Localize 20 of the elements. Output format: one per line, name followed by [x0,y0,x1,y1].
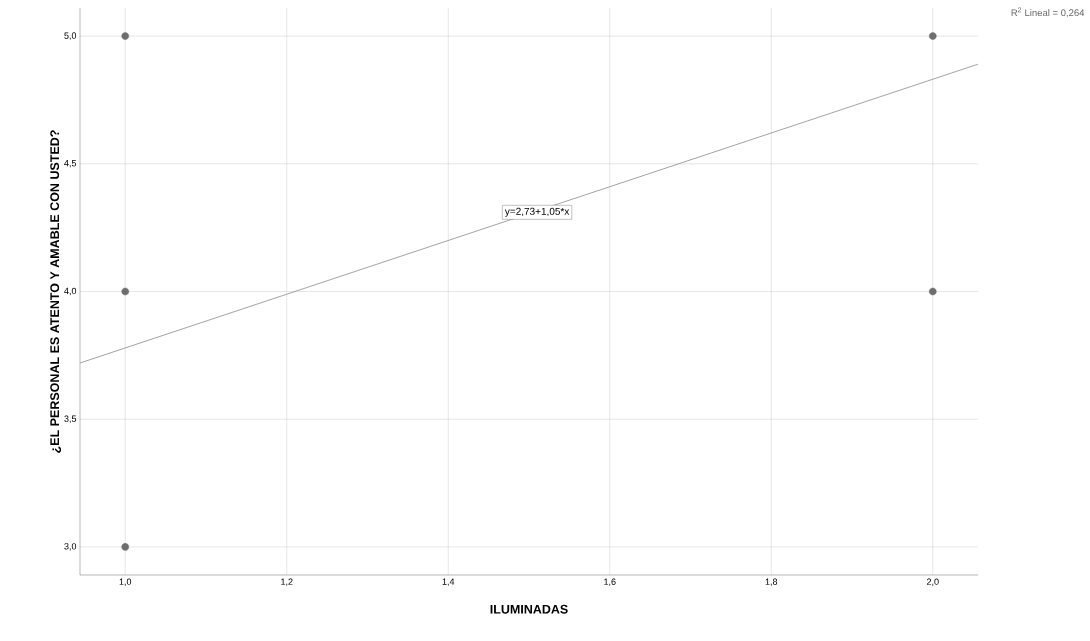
point [928,287,937,296]
y-axis-title: ¿EL PERSONAL ES ATENTO Y AMABLE CON USTED? [50,130,62,453]
x-axis-title: ILUMINADAS [490,604,568,614]
point [121,287,130,296]
point [928,32,937,40]
point [121,32,130,40]
x-tick-label: 1,8 [765,578,778,586]
text: R$^{2}$ Lineal = 0,264 [1011,7,1085,18]
point [121,543,130,551]
x-tick-label: 1,6 [604,578,616,586]
x-tick-label: 2,0 [926,578,939,586]
x-tick-label: 1,4 [442,578,455,586]
y-tick-label: 3,0 [64,543,77,551]
x-tick-label: 1,0 [119,578,132,586]
y-tick-label: 4,5 [64,160,77,168]
y-tick-label: 3,5 [64,415,77,423]
y-tick-label: 5,0 [64,32,77,40]
y-tick-label: 4,0 [64,287,77,296]
x-tick-label: 1,2 [281,578,293,586]
annotation: y=2,73+1,05*x [504,207,570,217]
